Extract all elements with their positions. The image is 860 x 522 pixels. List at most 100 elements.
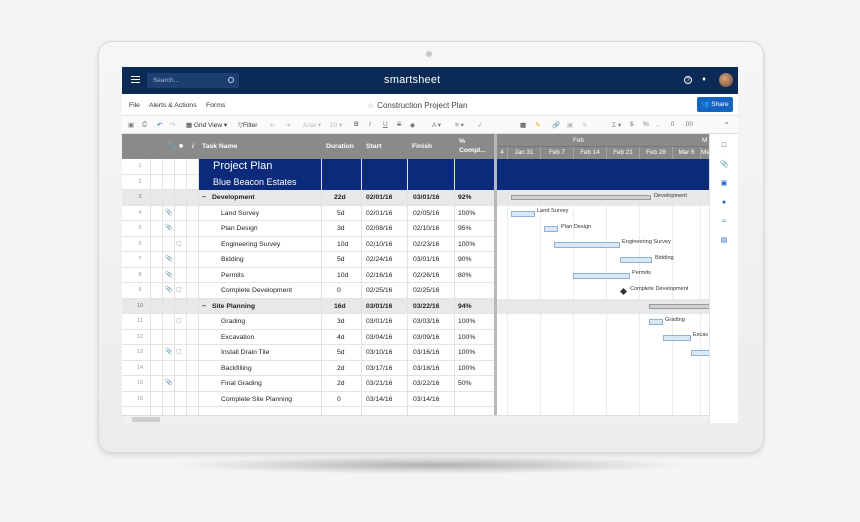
gantt-bar-grading[interactable]: [649, 319, 663, 325]
table-row[interactable]: 3 − Development 22d 02/01/16 03/01/16 92%: [122, 190, 497, 206]
gantt-gridline: [672, 159, 673, 415]
table-row[interactable]: 7 📎 Bidding 5d 02/24/16 03/01/16 90%: [122, 252, 497, 268]
table-row[interactable]: 14 Backfilling 2d 03/17/16 03/18/16 100%: [122, 361, 497, 376]
menu-alerts[interactable]: Alerts & Actions: [149, 102, 197, 109]
strikethrough-icon[interactable]: S: [397, 121, 402, 128]
redo-icon[interactable]: ↷: [170, 122, 176, 129]
percent-cell: 100%: [458, 209, 476, 217]
table-row[interactable]: 11 ▢ Grading 3d 03/01/16 03/03/16 100%: [122, 314, 497, 330]
print-icon[interactable]: ⎙: [142, 121, 148, 128]
save-icon[interactable]: ▣: [128, 122, 135, 129]
start-cell: 02/08/16: [366, 225, 393, 232]
row-number: 13: [136, 349, 144, 355]
undo-icon[interactable]: ↶: [157, 122, 163, 129]
col-finish[interactable]: Finish: [412, 143, 433, 150]
col-task[interactable]: Task Name: [202, 143, 238, 150]
search-icon[interactable]: [228, 77, 234, 83]
highlight-icon[interactable]: ✎: [535, 122, 541, 129]
outdent-icon[interactable]: ⇥: [285, 122, 291, 129]
avatar[interactable]: [719, 73, 733, 87]
table-row[interactable]: 2 Blue Beacon Estates: [122, 174, 497, 190]
size-select[interactable]: 10 ▾: [330, 122, 343, 129]
percent-cell: 94%: [458, 302, 472, 310]
table-row[interactable]: 15 📎 Final Grading 2d 03/21/16 03/22/16 50%: [122, 376, 497, 392]
duration-cell: 22d: [334, 194, 346, 201]
gantt-milestone[interactable]: [619, 287, 628, 296]
filter-button[interactable]: ▽Filter: [238, 122, 258, 129]
task-name: Site Planning: [212, 302, 256, 310]
table-row[interactable]: 1 Project Plan: [122, 159, 497, 175]
gantt-bar-permits[interactable]: [573, 272, 630, 279]
gantt-bar-excavation[interactable]: [663, 334, 691, 341]
gantt-bar-bidding[interactable]: [620, 257, 652, 263]
card-view-icon[interactable]: ▩: [520, 122, 527, 129]
collapse-icon[interactable]: ⌃: [724, 122, 730, 129]
comments-icon[interactable]: □: [721, 142, 727, 149]
link-icon[interactable]: 🔗: [552, 122, 561, 129]
currency-icon[interactable]: $: [630, 121, 634, 128]
align-icon[interactable]: ≡ ▾: [455, 122, 464, 129]
col-duration[interactable]: Duration: [326, 143, 354, 150]
text-color-icon[interactable]: A ▾: [432, 122, 442, 129]
menu-icon[interactable]: [131, 76, 140, 83]
grid-view-dropdown[interactable]: ▦ Grid View ▾: [186, 122, 228, 129]
table-row[interactable]: 12 Excavation 4d 03/04/16 03/09/16 100%: [122, 330, 497, 345]
task-name: Land Survey: [221, 209, 260, 217]
indent-icon[interactable]: ⇤: [270, 122, 276, 129]
fill-icon[interactable]: ◆: [410, 122, 415, 129]
table-row[interactable]: 5 📎 Plan Design 3d 02/08/16 02/10/16 95%: [122, 221, 497, 237]
image-icon[interactable]: ▣: [567, 122, 574, 129]
horizontal-scrollbar[interactable]: [122, 415, 709, 423]
search-input[interactable]: Search...: [147, 73, 239, 88]
wrap-icon[interactable]: ↲: [477, 122, 483, 129]
table-row[interactable]: 13 📎 ▢ Install Drain Tile 5d 03/10/16 03/16/16…: [122, 345, 497, 361]
gantt-date: 4: [500, 149, 504, 156]
col-pct[interactable]: % Compl...: [459, 138, 486, 154]
updates-icon[interactable]: ▣: [720, 180, 728, 187]
gantt-bar-drain-tile[interactable]: [691, 350, 709, 356]
gantt-label: Engineering Survey: [622, 239, 671, 245]
bold-icon[interactable]: B: [354, 121, 359, 128]
collapse-toggle[interactable]: −: [202, 302, 206, 310]
scroll-thumb[interactable]: [132, 417, 160, 422]
decimal-icon[interactable]: .0: [669, 121, 675, 128]
publish-icon[interactable]: ●: [721, 199, 727, 206]
italic-icon[interactable]: I: [369, 121, 371, 128]
sum-icon[interactable]: Σ ▾: [612, 122, 622, 129]
percent-icon[interactable]: %: [643, 121, 649, 128]
table-row[interactable]: 4 📎 Land Survey 5d 02/01/16 02/05/16 100%: [122, 206, 497, 221]
activity-icon[interactable]: ≈: [722, 218, 726, 225]
right-panel: □ 📎 ▣ ● ≈ ▤: [709, 134, 738, 423]
share-button[interactable]: 👥 Share: [697, 97, 733, 112]
menu-file[interactable]: File: [129, 102, 140, 109]
gantt-summary-site-planning[interactable]: [649, 303, 709, 309]
gantt-summary-development[interactable]: [511, 195, 651, 200]
table-row[interactable]: 16 Complete Site Planning 0 03/14/16 03/14/1…: [122, 392, 497, 407]
col-start[interactable]: Start: [366, 143, 382, 150]
row-number: 6: [138, 240, 142, 247]
attach-icon[interactable]: ✎: [582, 122, 588, 129]
table-row[interactable]: 9 📎 ▢ Complete Development 0 02/25/16 02/25/16: [122, 283, 497, 299]
table-row[interactable]: 8 📎 Permits 10d 02/16/16 02/26/16 80%: [122, 268, 497, 283]
underline-icon[interactable]: U: [383, 121, 388, 128]
menu-forms[interactable]: Forms: [206, 102, 226, 109]
attachment-icon: 📎: [165, 380, 173, 386]
gantt-bar-plan-design[interactable]: [544, 226, 558, 232]
collapse-toggle[interactable]: −: [202, 194, 206, 201]
gantt-bar-engineering-survey[interactable]: [554, 241, 620, 248]
help-icon[interactable]: ?: [684, 76, 692, 84]
bell-icon[interactable]: ♦: [702, 76, 706, 83]
table-row[interactable]: 10 − Site Planning 16d 03/01/16 03/22/16 94%: [122, 298, 497, 314]
finish-cell: 02/23/16: [413, 240, 440, 248]
attachments-icon[interactable]: 📎: [720, 161, 729, 168]
decimal2-icon[interactable]: .00: [684, 121, 694, 128]
comma-icon[interactable]: ,: [657, 121, 659, 128]
font-select[interactable]: Arial ▾: [303, 122, 322, 129]
star-icon[interactable]: ☆: [367, 101, 375, 110]
table-row[interactable]: 6 ▢ Engineering Survey 10d 02/10/16 02/23/16 1…: [122, 237, 497, 252]
pane-splitter[interactable]: [494, 134, 497, 423]
duration-cell: 3d: [337, 318, 345, 325]
forms-panel-icon[interactable]: ▤: [720, 237, 728, 244]
start-cell: 03/01/16: [366, 318, 393, 325]
gantt-bar-land-survey[interactable]: [511, 210, 535, 217]
